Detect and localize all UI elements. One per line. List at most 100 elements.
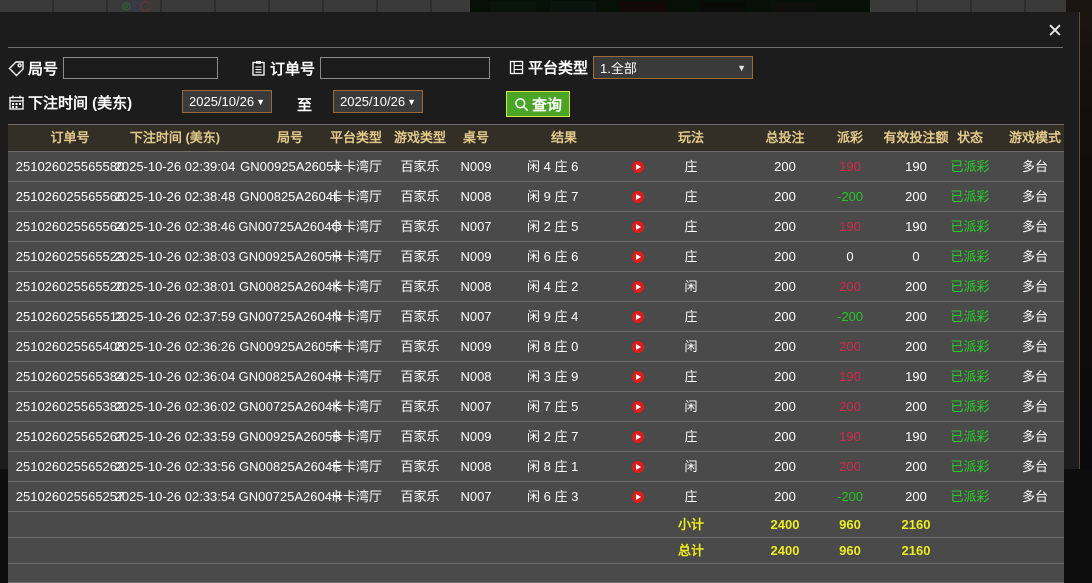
cell-time: 2025-10-26 02:37:59	[114, 309, 236, 324]
column-header-result[interactable]: 结果	[550, 130, 577, 145]
cell-game: 百家乐	[400, 309, 440, 324]
subtotal-row-total-valid-bet: 2160	[901, 517, 931, 532]
table-row[interactable]: 251026025565257 2025-10-26 02:33:54 GN0072…	[8, 482, 1064, 512]
bet-time-field-group: 下注时间 (美东)	[8, 92, 132, 113]
column-header-payout[interactable]: 派彩	[836, 130, 863, 145]
query-button-label: 查询	[532, 96, 563, 114]
platform-type-label: 平台类型	[528, 60, 589, 77]
cell-result: 闲 6 庄 3	[527, 489, 579, 504]
cell-time: 2025-10-26 02:33:56	[114, 459, 236, 474]
play-replay-icon[interactable]	[632, 311, 644, 323]
play-replay-icon[interactable]	[632, 491, 644, 503]
play-replay-icon[interactable]	[632, 341, 644, 353]
play-replay-icon[interactable]	[632, 161, 644, 173]
cell-time: 2025-10-26 02:36:02	[114, 399, 236, 414]
cell-game: 百家乐	[400, 399, 440, 414]
table-footer-strip	[8, 564, 1064, 583]
play-replay-icon[interactable]	[632, 461, 644, 473]
cell-status: 已派彩	[950, 459, 990, 474]
cell-play: 庄	[684, 249, 698, 264]
cell-table: N008	[460, 189, 492, 204]
query-button[interactable]: 查询	[506, 91, 571, 117]
search-icon	[514, 97, 529, 112]
cell-platform: 卡卡湾厅	[329, 369, 382, 384]
cell-valid: 200	[905, 339, 927, 354]
cell-bet: 200	[774, 429, 796, 444]
cell-order: 251026025565267	[15, 429, 125, 444]
cell-status: 已派彩	[950, 159, 990, 174]
table-row[interactable]: 251026025565566 2025-10-26 02:38:48 GN0082…	[8, 182, 1064, 212]
column-header-order[interactable]: 订单号	[50, 130, 90, 145]
table-row[interactable]: 251026025565267 2025-10-26 02:33:59 GN0092…	[8, 422, 1064, 452]
background-game-tiles	[470, 0, 870, 13]
column-header-game[interactable]: 游戏类型	[393, 130, 446, 145]
platform-type-select[interactable]: 1.全部 ▼	[593, 56, 754, 79]
cell-platform: 卡卡湾厅	[329, 489, 382, 504]
grand-total-row: 总计 2400 960 2160	[8, 538, 1064, 564]
order-no-input[interactable]	[320, 57, 491, 79]
table-row[interactable]: 251026025565512 2025-10-26 02:37:59 GN0072…	[8, 302, 1064, 332]
cell-bet: 200	[774, 249, 796, 264]
cell-round: GN00725A2604N	[238, 309, 342, 324]
cell-game: 百家乐	[400, 339, 440, 354]
cell-platform: 卡卡湾厅	[329, 279, 382, 294]
cell-status: 已派彩	[950, 489, 990, 504]
cell-payout: 0	[846, 249, 854, 264]
table-row[interactable]: 251026025565408 2025-10-26 02:36:26 GN0092…	[8, 332, 1064, 362]
cell-result: 闲 6 庄 6	[527, 249, 579, 264]
round-no-input[interactable]	[63, 57, 219, 79]
column-header-time[interactable]: 下注时间 (美东)	[129, 130, 221, 145]
cell-status: 已派彩	[950, 309, 990, 324]
cell-game: 百家乐	[400, 459, 440, 474]
cell-platform: 卡卡湾厅	[329, 189, 382, 204]
column-header-play[interactable]: 玩法	[677, 130, 704, 145]
cell-play: 庄	[684, 489, 698, 504]
play-replay-icon[interactable]	[632, 281, 644, 293]
play-replay-icon[interactable]	[632, 371, 644, 383]
cell-bet: 200	[774, 369, 796, 384]
table-header-row: 订单号 下注时间 (美东) 局号 平台类型 游戏类型 桌号 结果 玩法 总投注 派彩 有效投注额 状态…	[8, 124, 1064, 152]
table-row[interactable]: 251026025565580 2025-10-26 02:39:04 GN0092…	[8, 152, 1064, 182]
column-header-mode[interactable]: 游戏模式	[1008, 130, 1061, 145]
cell-platform: 卡卡湾厅	[329, 309, 382, 324]
table-row[interactable]: 251026025565382 2025-10-26 02:36:02 GN0072…	[8, 392, 1064, 422]
date-from-picker[interactable]: 2025/10/26 ▼	[182, 90, 272, 113]
table-row[interactable]: 251026025565564 2025-10-26 02:38:46 GN0072…	[8, 212, 1064, 242]
cell-order: 251026025565520	[15, 279, 125, 294]
cell-table: N009	[460, 159, 492, 174]
cell-status: 已派彩	[950, 429, 990, 444]
cell-mode: 多台	[1021, 399, 1048, 414]
table-row[interactable]: 251026025565262 2025-10-26 02:33:56 GN0082…	[8, 452, 1064, 482]
table-row[interactable]: 251026025565523 2025-10-26 02:38:03 GN0092…	[8, 242, 1064, 272]
column-header-table[interactable]: 桌号	[462, 130, 489, 145]
cell-valid: 190	[905, 159, 927, 174]
clipboard-icon	[250, 60, 267, 77]
play-replay-icon[interactable]	[632, 431, 644, 443]
close-icon[interactable]: ✕	[1047, 20, 1063, 42]
cell-mode: 多台	[1021, 249, 1048, 264]
cell-result: 闲 9 庄 4	[527, 309, 579, 324]
play-replay-icon[interactable]	[632, 221, 644, 233]
play-replay-icon[interactable]	[632, 251, 644, 263]
cell-bet: 200	[774, 279, 796, 294]
date-range-separator: 至	[297, 97, 313, 114]
cell-play: 闲	[684, 459, 698, 474]
order-no-label: 订单号	[270, 60, 316, 78]
play-replay-icon[interactable]	[632, 191, 644, 203]
column-header-platform[interactable]: 平台类型	[329, 130, 382, 145]
table-row[interactable]: 251026025565520 2025-10-26 02:38:01 GN0082…	[8, 272, 1064, 302]
column-header-status[interactable]: 状态	[956, 130, 983, 145]
chevron-down-icon: ▼	[407, 96, 416, 107]
grand-total-row-label: 总计	[677, 543, 704, 558]
column-header-bet[interactable]: 总投注	[765, 130, 805, 145]
play-replay-icon[interactable]	[632, 401, 644, 413]
cell-platform: 卡卡湾厅	[329, 219, 382, 234]
cell-mode: 多台	[1021, 309, 1048, 324]
column-header-valid[interactable]: 有效投注额	[883, 130, 949, 145]
column-header-round[interactable]: 局号	[276, 130, 303, 145]
date-to-picker[interactable]: 2025/10/26 ▼	[333, 90, 423, 113]
table-row[interactable]: 251026025565384 2025-10-26 02:36:04 GN0082…	[8, 362, 1064, 392]
cell-valid: 200	[905, 279, 927, 294]
cell-order: 251026025565382	[15, 399, 125, 414]
